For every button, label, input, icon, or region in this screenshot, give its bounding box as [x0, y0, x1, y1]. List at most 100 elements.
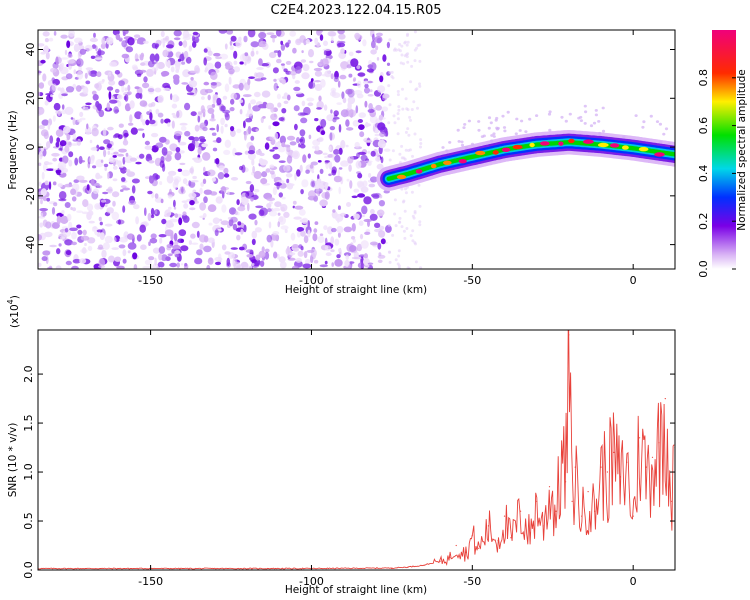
heatmap-noise-cell [401, 107, 405, 111]
heatmap-noise-cell [376, 57, 380, 61]
heatmap-noise-cell [154, 87, 162, 93]
heatmap-noise-cell [147, 212, 152, 222]
heatmap-noise-cell [78, 155, 83, 165]
heatmap-noise-cell [157, 112, 164, 118]
heatmap-noise-cell [164, 229, 174, 237]
heatmap-noise-cell [160, 70, 170, 77]
heatmap-noise-cell [577, 116, 581, 120]
heatmap-noise-cell [312, 233, 318, 242]
heatmap-noise-cell [268, 125, 272, 130]
heatmap-noise-cell [224, 43, 228, 50]
heatmap-noise-cell [42, 31, 50, 37]
heatmap-noise-cell [363, 253, 368, 259]
heatmap-noise-cell [64, 202, 71, 208]
snr-point [619, 476, 621, 478]
heatmap-noise-cell [215, 56, 222, 60]
heatmap-noise-cell [280, 40, 284, 46]
heatmap-noise-cell [207, 257, 214, 265]
heatmap-noise-cell [145, 119, 150, 126]
heatmap-noise-cell [122, 187, 131, 191]
heatmap-noise-cell [445, 149, 449, 153]
snr-point [465, 551, 467, 554]
heatmap-noise-cell [331, 262, 335, 267]
heatmap-noise-cell [258, 209, 265, 217]
heatmap-noise-cell [547, 112, 552, 116]
heatmap-noise-cell [268, 221, 272, 229]
heatmap-noise-cell [250, 197, 254, 202]
heatmap-noise-cell [314, 118, 319, 122]
heatmap-noise-cell [410, 190, 414, 194]
heatmap-noise-cell [79, 48, 87, 55]
heatmap-noise-cell [197, 115, 201, 123]
heatmap-noise-cell [314, 221, 319, 226]
heatmap-noise-cell [361, 205, 368, 215]
heatmap-noise-cell [172, 181, 179, 189]
heatmap-noise-cell [227, 190, 230, 196]
heatmap-noise-cell [64, 227, 69, 233]
heatmap-noise-cell [298, 209, 306, 216]
heatmap-noise-cell [352, 238, 356, 243]
heatmap-noise-cell [98, 109, 105, 118]
heatmap-noise-cell [171, 103, 178, 109]
heatmap-noise-cell [317, 235, 325, 243]
heatmap-noise-cell [179, 122, 188, 126]
heatmap-noise-cell [61, 93, 68, 97]
snr-point [565, 481, 567, 483]
heatmap-noise-cell [116, 94, 123, 100]
heatmap-noise-cell [38, 150, 43, 160]
heatmap-noise-cell [276, 58, 282, 64]
heatmap-noise-cell [309, 164, 314, 169]
snr-point [600, 466, 602, 468]
heatmap-noise-cell [314, 70, 322, 77]
heatmap-noise-cell [38, 162, 42, 167]
heatmap-noise-cell [331, 227, 337, 233]
heatmap-noise-cell [460, 140, 464, 144]
heatmap-noise-cell [415, 87, 419, 91]
heatmap-noise-cell [96, 232, 101, 237]
heatmap-noise-cell [286, 145, 291, 153]
heatmap-noise-cell [126, 91, 132, 95]
heatmap-noise-cell [118, 39, 123, 42]
heatmap-noise-cell [202, 152, 211, 161]
heatmap-noise-cell [76, 224, 82, 229]
heatmap-noise-cell [242, 94, 252, 98]
heatmap-noise-cell [232, 147, 237, 157]
heatmap-noise-cell [281, 108, 287, 114]
heatmap-noise-cell [388, 260, 392, 264]
heatmap-noise-cell [634, 114, 638, 117]
heatmap-noise-cell [396, 112, 400, 116]
heatmap-noise-cell [40, 212, 44, 217]
heatmap-ylabel: Frequency (Hz) [7, 110, 19, 189]
heatmap-noise-cell [228, 207, 237, 215]
heatmap-noise-cell [114, 256, 121, 262]
heatmap-noise-cell [229, 107, 235, 112]
heatmap-noise-cell [313, 180, 321, 190]
heatmap-noise-cell [367, 94, 374, 97]
heatmap-noise-cell [190, 77, 194, 81]
heatmap-noise-cell [99, 232, 105, 240]
heatmap-noise-cell [324, 160, 330, 163]
heatmap-noise-cell [379, 194, 383, 199]
heatmap-noise-cell [52, 181, 57, 186]
heatmap-noise-cell [280, 203, 288, 212]
heatmap-noise-cell [265, 168, 271, 173]
heatmap-noise-cell [601, 106, 605, 110]
heatmap-noise-cell [191, 139, 196, 148]
heatmap-noise-cell [142, 265, 152, 269]
heatmap-noise-cell [297, 250, 304, 257]
heatmap-noise-cell [238, 36, 242, 42]
heatmap-noise-cell [243, 266, 250, 269]
heatmap-noise-cell [168, 206, 172, 210]
signal-hotspot [458, 159, 467, 164]
heatmap-noise-cell [378, 114, 383, 121]
heatmap-noise-cell [172, 94, 179, 103]
heatmap-noise-cell [272, 146, 279, 150]
heatmap-noise-cell [385, 224, 392, 233]
heatmap-noise-cell [92, 165, 97, 169]
signal-hotspot [609, 143, 620, 148]
heatmap-noise-cell [324, 70, 332, 78]
heatmap-noise-cell [264, 142, 270, 150]
heatmap-noise-cell [276, 93, 281, 100]
heatmap-noise-cell [247, 150, 255, 155]
heatmap-noise-cell [248, 213, 257, 220]
